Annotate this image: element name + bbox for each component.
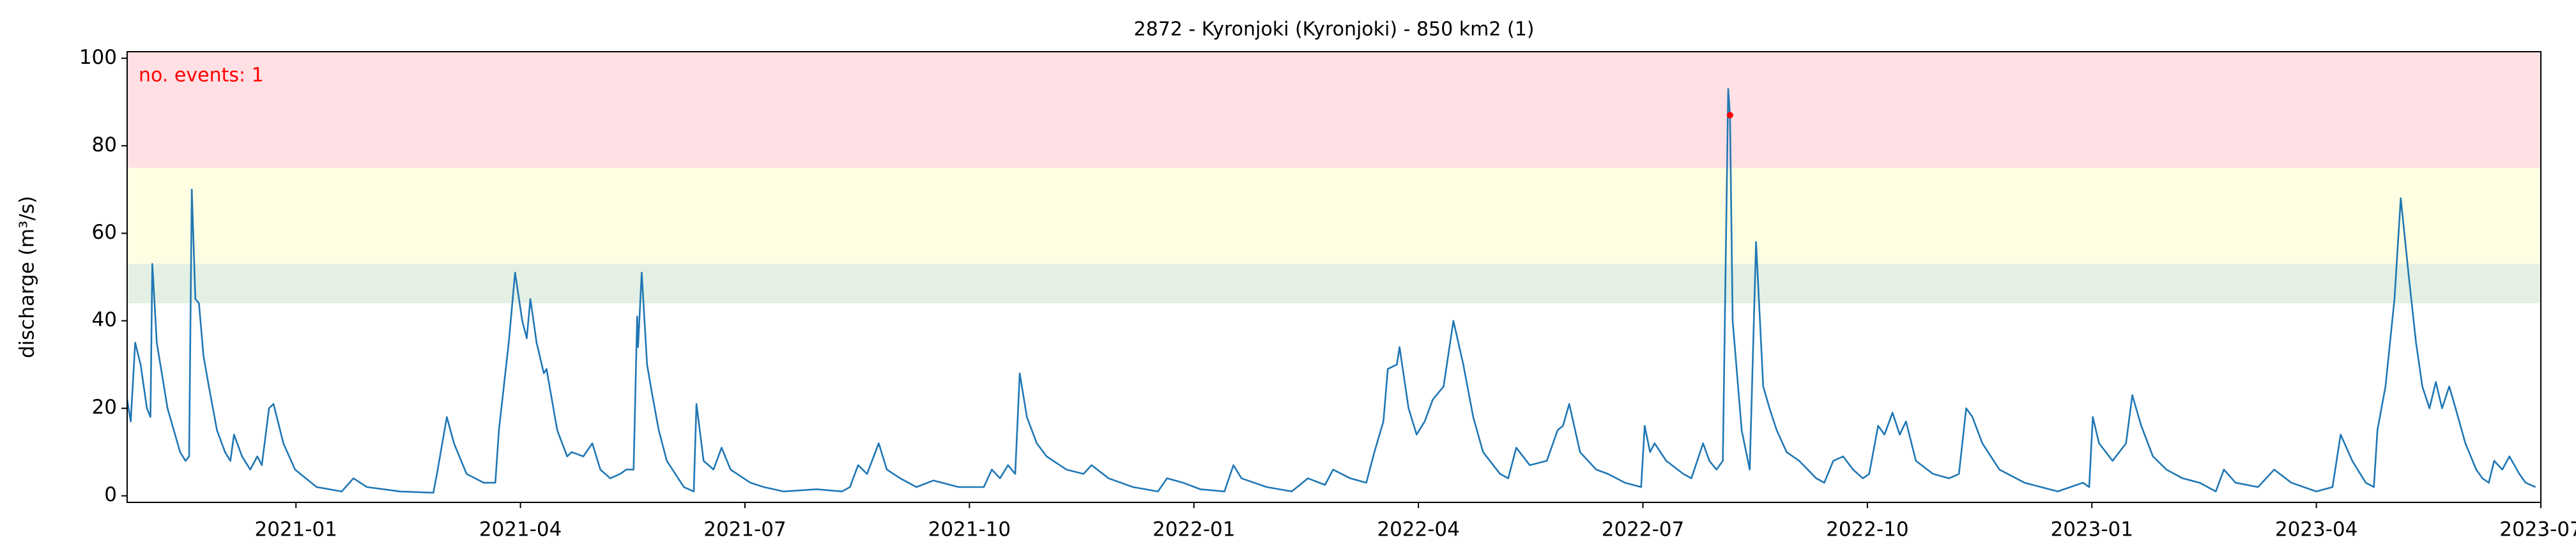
y-axis-label: discharge (m³/s) bbox=[16, 196, 39, 358]
y-tick-label: 80 bbox=[92, 133, 117, 156]
threshold-band bbox=[127, 167, 2541, 264]
chart-title: 2872 - Kyronjoki (Kyronjoki) - 850 km2 (… bbox=[1134, 19, 1535, 41]
y-tick-label: 20 bbox=[92, 396, 117, 419]
x-tick-label: 2022-10 bbox=[1826, 518, 1909, 541]
y-tick-label: 40 bbox=[92, 308, 117, 331]
x-tick-label: 2022-04 bbox=[1377, 518, 1460, 541]
x-tick-label: 2023-07 bbox=[2499, 518, 2576, 541]
event-count: no. events: 1 bbox=[139, 64, 264, 87]
x-tick-label: 2021-01 bbox=[254, 518, 337, 541]
x-tick-label: 2022-01 bbox=[1153, 518, 1236, 541]
x-tick-label: 2023-01 bbox=[2050, 518, 2133, 541]
x-tick-label: 2021-04 bbox=[479, 518, 562, 541]
threshold-band bbox=[127, 264, 2541, 304]
y-tick-label: 0 bbox=[104, 483, 117, 506]
x-tick-label: 2022-07 bbox=[1602, 518, 1685, 541]
y-tick-label: 60 bbox=[92, 221, 117, 244]
event-point bbox=[1726, 112, 1733, 119]
plot-frame bbox=[126, 51, 2542, 503]
x-tick-label: 2021-07 bbox=[703, 518, 786, 541]
threshold-band bbox=[127, 52, 2541, 168]
discharge-line bbox=[126, 88, 2536, 494]
x-tick-label: 2021-10 bbox=[928, 518, 1011, 541]
y-tick-label: 100 bbox=[79, 46, 117, 69]
x-tick-label: 2023-04 bbox=[2275, 518, 2358, 541]
